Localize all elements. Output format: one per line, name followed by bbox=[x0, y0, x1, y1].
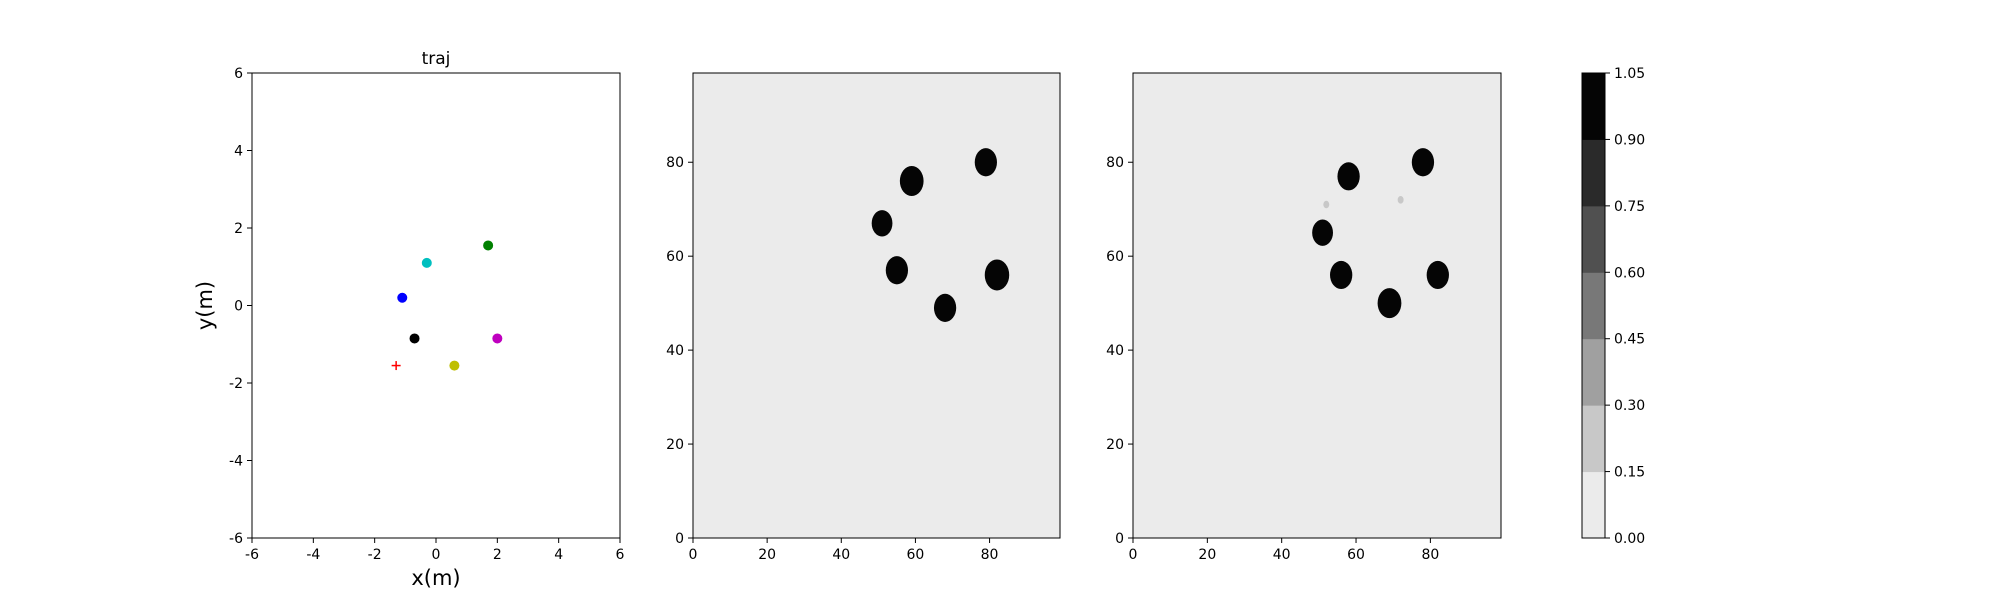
x-tick-label: 0 bbox=[689, 547, 698, 563]
y-tick-label: 0 bbox=[234, 299, 243, 315]
colorbar-segment bbox=[1582, 139, 1605, 207]
x-tick-label: -6 bbox=[245, 547, 259, 563]
y-axis-label: y(m) bbox=[193, 281, 217, 330]
axes-frame-heatmap bbox=[1132, 72, 1502, 539]
colorbar-segment bbox=[1582, 471, 1605, 539]
x-tick-label: 4 bbox=[554, 547, 563, 563]
heatmap-blob bbox=[1323, 200, 1330, 209]
heatmap-blob bbox=[885, 256, 909, 285]
y-tick-label: 4 bbox=[234, 144, 243, 160]
colorbar-segment bbox=[1582, 338, 1605, 406]
heatmap-background bbox=[1133, 73, 1501, 538]
heatmap-blob bbox=[933, 293, 957, 322]
heatmap-blob bbox=[899, 166, 924, 197]
x-tick-label: 60 bbox=[907, 547, 925, 563]
y-tick-label: -6 bbox=[229, 531, 243, 547]
x-tick-label: 60 bbox=[1347, 547, 1365, 563]
y-tick-label: 40 bbox=[1106, 343, 1124, 359]
colorbar-tick-label: 0.30 bbox=[1614, 398, 1645, 414]
y-tick-label: -2 bbox=[229, 376, 243, 392]
y-tick-label: 40 bbox=[666, 343, 684, 359]
axes-frame-traj bbox=[251, 72, 621, 539]
scatter-point bbox=[449, 360, 460, 371]
y-tick-label: 20 bbox=[666, 437, 684, 453]
heatmap-blob bbox=[1337, 162, 1360, 191]
colorbar-segment bbox=[1582, 73, 1605, 140]
heatmap-blob bbox=[1426, 260, 1449, 290]
x-tick-label: 20 bbox=[758, 547, 776, 563]
y-tick-label: 20 bbox=[1106, 437, 1124, 453]
x-tick-label: 20 bbox=[1198, 547, 1216, 563]
y-tick-label: 2 bbox=[234, 221, 243, 237]
colorbar-tick-label: 0.75 bbox=[1614, 199, 1645, 215]
heatmap-blob bbox=[974, 148, 997, 177]
x-tick-label: 6 bbox=[616, 547, 625, 563]
x-axis-label: x(m) bbox=[411, 566, 460, 590]
plot-area-traj bbox=[252, 73, 620, 538]
colorbar-tick-label: 0.45 bbox=[1614, 332, 1645, 348]
x-tick-label: -2 bbox=[368, 547, 382, 563]
colorbar-segment bbox=[1582, 272, 1605, 340]
x-tick-label: 80 bbox=[1421, 547, 1439, 563]
heatmap-blob bbox=[984, 259, 1010, 291]
x-tick-label: 2 bbox=[493, 547, 502, 563]
colorbar-tick-label: 0.90 bbox=[1614, 132, 1645, 148]
colorbar-tick-label: 0.00 bbox=[1614, 531, 1645, 547]
x-tick-label: 0 bbox=[432, 547, 441, 563]
y-tick-label: 0 bbox=[675, 531, 684, 547]
colorbar-segment bbox=[1582, 205, 1605, 273]
x-tick-label: 40 bbox=[1273, 547, 1291, 563]
heatmap-blob bbox=[1312, 219, 1333, 246]
y-tick-label: -4 bbox=[229, 454, 243, 470]
x-tick-label: 0 bbox=[1129, 547, 1138, 563]
scatter-point bbox=[483, 240, 494, 251]
x-tick-label: 40 bbox=[832, 547, 850, 563]
scatter-point bbox=[409, 333, 420, 344]
scatter-point bbox=[397, 292, 408, 303]
heatmap-blob bbox=[1397, 196, 1404, 204]
colorbar-frame bbox=[1581, 72, 1606, 539]
y-tick-label: 80 bbox=[1106, 155, 1124, 171]
y-tick-label: 80 bbox=[666, 155, 684, 171]
heatmap-blob bbox=[1411, 148, 1435, 177]
y-tick-label: 0 bbox=[1115, 531, 1124, 547]
colorbar-tick-label: 0.15 bbox=[1614, 465, 1645, 481]
axes-frame-heatmap bbox=[692, 72, 1061, 539]
scatter-point bbox=[492, 333, 503, 344]
heatmap-background bbox=[693, 73, 1060, 538]
scatter-point-plus bbox=[391, 361, 401, 371]
scatter-point bbox=[421, 257, 432, 268]
colorbar-tick-label: 0.60 bbox=[1614, 265, 1645, 281]
heatmap-blob bbox=[1330, 260, 1353, 290]
y-tick-label: 6 bbox=[234, 66, 243, 82]
x-tick-label: 80 bbox=[981, 547, 999, 563]
colorbar-segment bbox=[1582, 405, 1605, 473]
y-tick-label: 60 bbox=[666, 249, 684, 265]
colorbar-tick-label: 1.05 bbox=[1614, 66, 1645, 82]
heatmap-blob bbox=[871, 210, 893, 237]
heatmap-blob bbox=[1377, 288, 1402, 319]
y-tick-label: 60 bbox=[1106, 249, 1124, 265]
x-tick-label: -4 bbox=[306, 547, 320, 563]
chart-title: traj bbox=[422, 49, 451, 69]
